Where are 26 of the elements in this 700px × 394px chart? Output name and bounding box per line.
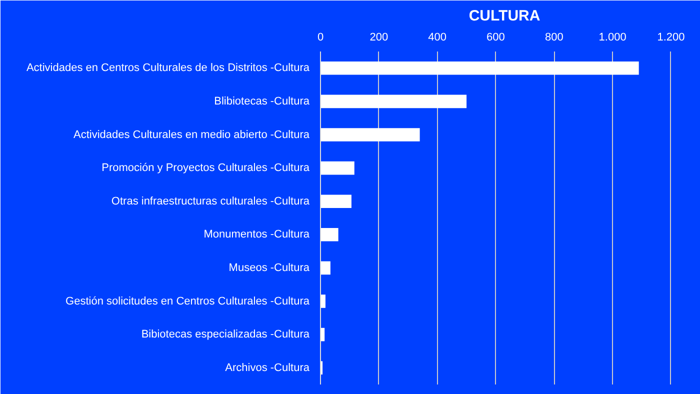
x-tick-label: 0 <box>317 32 324 44</box>
y-tick-label: Blibiotecas -Cultura <box>214 95 310 108</box>
y-tick-label: Archivos -Cultura <box>225 362 310 374</box>
x-tick-label: 1.000 <box>598 32 626 44</box>
y-tick-label: Museos -Cultura <box>228 262 310 274</box>
bar <box>320 194 352 208</box>
bar <box>320 261 330 275</box>
y-tick-label: Promoción y Proyectos Culturales -Cultura <box>102 162 310 174</box>
bar <box>320 128 420 142</box>
x-tick-label: 200 <box>370 32 388 44</box>
x-tick-label: 800 <box>544 32 564 44</box>
bar <box>320 228 338 242</box>
chart-title: CULTURA <box>468 8 540 24</box>
y-tick-label: Actividades Culturales en medio abierto -Cultura <box>73 128 310 141</box>
bar <box>320 161 354 175</box>
y-tick-label: Gestión solicitudes en Centros Culturales -Cultura <box>66 295 310 308</box>
bar <box>320 294 326 308</box>
y-tick-label: Otras infraestructuras culturales -Cultura <box>111 195 310 208</box>
bar <box>320 61 639 75</box>
bar <box>320 94 467 108</box>
x-tick-label: 400 <box>428 32 447 44</box>
y-tick-label: Bibiotecas especializadas -Cultura <box>141 328 310 341</box>
x-tick-label: 600 <box>486 32 505 44</box>
x-tick-label: 1.200 <box>657 32 685 44</box>
y-tick-label: Actividades en Centros Culturales de los Distritos -Cultura <box>26 62 310 74</box>
y-tick-label: Monumentos -Cultura <box>204 228 310 241</box>
